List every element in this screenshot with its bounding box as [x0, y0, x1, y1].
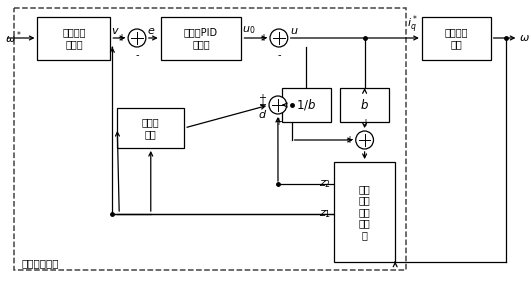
Text: $1/b$: $1/b$ [296, 98, 316, 113]
Text: +: + [258, 100, 266, 110]
Text: $i_q^*$: $i_q^*$ [407, 14, 418, 36]
Text: +: + [274, 117, 282, 127]
Text: $e$: $e$ [147, 26, 155, 36]
Text: -: - [135, 50, 139, 60]
Bar [282, 88, 331, 122]
Text: $z_1$: $z_1$ [319, 208, 331, 220]
Bar [117, 108, 184, 148]
Circle shape [128, 29, 146, 47]
Text: -: - [277, 50, 280, 60]
Text: 模糊补
偿器: 模糊补 偿器 [142, 117, 160, 139]
Text: +: + [345, 135, 353, 145]
Text: $z_2$: $z_2$ [319, 178, 331, 190]
Text: $u_0$: $u_0$ [243, 24, 256, 36]
Bar [334, 162, 395, 262]
Text: +: + [361, 118, 369, 128]
Text: $\omega^*$: $\omega^*$ [5, 30, 22, 46]
Text: 自抗扰控制器: 自抗扰控制器 [22, 258, 59, 268]
Text: 二阶
扩张
状态
观测
器: 二阶 扩张 状态 观测 器 [359, 184, 371, 240]
Text: +: + [117, 33, 125, 43]
Bar [38, 16, 110, 59]
Bar [422, 16, 491, 59]
Text: +: + [258, 93, 266, 103]
Circle shape [356, 131, 373, 149]
Text: 复合被控
对象: 复合被控 对象 [444, 27, 468, 49]
Text: $d$: $d$ [258, 108, 267, 120]
Text: 非线性PID
控制器: 非线性PID 控制器 [184, 27, 218, 49]
Bar [14, 8, 406, 270]
Text: $b$: $b$ [360, 98, 369, 112]
Text: +: + [259, 33, 267, 43]
Text: $u$: $u$ [290, 26, 298, 36]
Bar [161, 16, 242, 59]
Circle shape [270, 29, 288, 47]
Text: 一阶跟踪
微分器: 一阶跟踪 微分器 [62, 27, 85, 49]
Circle shape [269, 96, 287, 114]
Text: $v$: $v$ [112, 26, 120, 36]
Bar [340, 88, 389, 122]
Text: $\omega$: $\omega$ [519, 33, 530, 43]
